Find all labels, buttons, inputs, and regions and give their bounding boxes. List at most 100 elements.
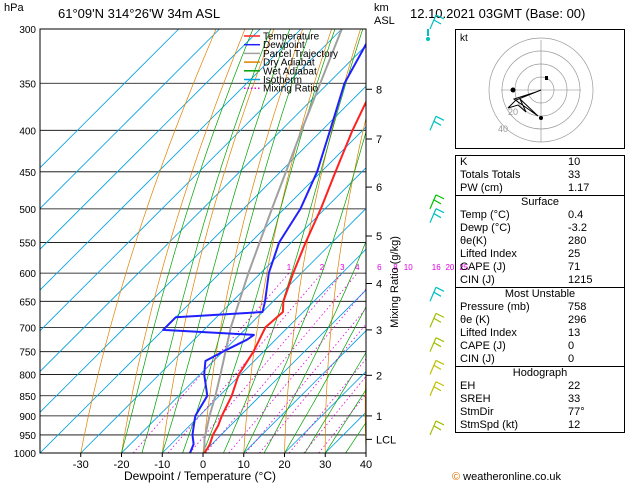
isotherm-line bbox=[80, 167, 366, 453]
isotherm-line bbox=[40, 126, 366, 453]
legend-entry: Dewpoint bbox=[263, 40, 305, 51]
height-tick-label: LCL bbox=[376, 434, 396, 446]
mixing-ratio-line bbox=[167, 272, 323, 453]
surface-row: CIN (J) 1215 bbox=[456, 274, 624, 288]
pressure-tick-label: 400 bbox=[19, 126, 36, 137]
wind-barb-flag bbox=[433, 120, 442, 126]
hodograph-value: 22 bbox=[568, 380, 581, 392]
hodograph-value: 77° bbox=[568, 406, 585, 418]
dry-adiabat-line bbox=[404, 29, 447, 453]
hodograph-marker bbox=[545, 76, 548, 80]
wet-adiabat-line bbox=[141, 29, 272, 453]
wind-barb-flag bbox=[433, 19, 442, 25]
pressure-tick-label: 700 bbox=[19, 323, 36, 334]
wind-top-dot bbox=[426, 37, 430, 41]
wet-adiabat-line bbox=[304, 351, 366, 453]
dewpoint-line bbox=[162, 42, 366, 453]
hodograph-label: StmSpd (kt) bbox=[460, 419, 519, 431]
mixing-ratio-line bbox=[245, 307, 366, 453]
mixing-ratio-label: 6 bbox=[377, 263, 382, 272]
isotherm-line bbox=[40, 29, 220, 210]
credit-text[interactable]: © weatheronline.co.uk bbox=[452, 471, 561, 483]
dry-adiabat-line bbox=[121, 29, 246, 453]
most-unstable-label: θe (K) bbox=[460, 314, 490, 326]
totals-totals-label: Totals Totals bbox=[460, 169, 521, 181]
most-unstable-label: Pressure (mb) bbox=[460, 301, 530, 313]
height-tick-label: 3 bbox=[376, 325, 382, 337]
pressure-tick-label: 450 bbox=[19, 168, 36, 179]
totals-totals-value: 33 bbox=[568, 169, 581, 181]
mixing-ratio-line bbox=[205, 272, 358, 453]
pw-value: 1.17 bbox=[568, 182, 590, 194]
datetime-label: 12.10.2021 03GMT (Base: 00) bbox=[410, 6, 586, 21]
pressure-tick-label: 350 bbox=[19, 79, 36, 90]
isotherm-line bbox=[40, 29, 261, 250]
index-row-k: K 10 bbox=[456, 156, 624, 169]
most-unstable-label: CIN (J) bbox=[460, 353, 495, 365]
temperature-tick-label: 30 bbox=[319, 459, 331, 471]
wind-barb-flag bbox=[435, 337, 445, 343]
height-tick-label: 8 bbox=[376, 84, 382, 96]
pressure-tick-label: 1000 bbox=[14, 449, 37, 460]
wind-barb bbox=[429, 360, 437, 375]
wet-adiabat-line bbox=[263, 240, 366, 453]
dry-adiabat-line bbox=[161, 29, 275, 453]
wind-barb-flag bbox=[433, 291, 442, 297]
wind-barb-flag bbox=[433, 342, 442, 348]
most-unstable-value: 0 bbox=[568, 340, 575, 352]
temperature-tick-label: 20 bbox=[278, 459, 290, 471]
wind-barb-flag bbox=[433, 213, 442, 219]
wind-barb-flag bbox=[435, 359, 445, 365]
isotherm-line bbox=[40, 29, 343, 332]
isotherm-line bbox=[40, 44, 366, 373]
temperature-line bbox=[203, 99, 366, 453]
hodograph-trace bbox=[507, 89, 542, 117]
mixing-ratio-line bbox=[228, 288, 366, 453]
pw-label: PW (cm) bbox=[460, 182, 503, 194]
most-unstable-value: 758 bbox=[568, 301, 587, 313]
mixing-ratio-label: 4 bbox=[355, 263, 360, 272]
surface-label: Lifted Index bbox=[460, 248, 517, 260]
hodograph-row: StmSpd (kt) 12 bbox=[456, 419, 624, 432]
isotherm-line bbox=[40, 29, 180, 169]
legend-entry: Temperature bbox=[263, 32, 320, 43]
wind-barb-flag bbox=[435, 286, 445, 292]
surface-value: 280 bbox=[568, 235, 587, 247]
wind-barb bbox=[429, 313, 437, 328]
wet-adiabat-line bbox=[182, 29, 312, 453]
wind-barb bbox=[429, 194, 437, 210]
indices-table: K 10 Totals Totals 33 PW (cm) 1.17 Surfa… bbox=[455, 155, 625, 433]
pressure-tick-label: 600 bbox=[19, 269, 36, 280]
pressure-unit-label: hPa bbox=[4, 2, 24, 14]
wind-barb-flag bbox=[433, 199, 442, 205]
dry-adiabat-line bbox=[80, 29, 217, 453]
height-tick-label: 4 bbox=[376, 279, 382, 291]
pressure-tick-label: 800 bbox=[19, 370, 36, 381]
wet-adiabat-line bbox=[121, 29, 254, 453]
surface-label: CAPE (J) bbox=[460, 261, 506, 273]
wind-barb-flag bbox=[435, 194, 445, 200]
temperature-tick-label: -30 bbox=[73, 459, 89, 471]
hodograph-value: 12 bbox=[568, 419, 581, 431]
dry-adiabat-line bbox=[324, 116, 366, 453]
surface-section-title: Surface bbox=[456, 195, 624, 209]
wind-barb bbox=[429, 116, 437, 131]
wind-barb-flag bbox=[435, 420, 445, 426]
mixing-ratio-line bbox=[259, 323, 366, 453]
isotherm-line bbox=[243, 330, 366, 453]
pressure-tick-label: 500 bbox=[19, 205, 36, 216]
surface-label: Temp (°C) bbox=[460, 209, 510, 221]
most-unstable-label: CAPE (J) bbox=[460, 340, 506, 352]
most-unstable-label: Lifted Index bbox=[460, 327, 517, 339]
temperature-tick-label: 0 bbox=[200, 459, 206, 471]
legend-entry: Isotherm bbox=[263, 75, 302, 86]
most-unstable-row: CIN (J) 0 bbox=[456, 353, 624, 367]
pressure-tick-label: 850 bbox=[19, 392, 36, 403]
hodograph-chart: kt 20 40 bbox=[460, 33, 594, 143]
surface-row: Lifted Index 25 bbox=[456, 248, 624, 261]
most-unstable-section-title: Most Unstable bbox=[456, 287, 624, 301]
mixing-ratio-label: 8 bbox=[393, 263, 398, 272]
pressure-tick-label: 950 bbox=[19, 431, 36, 442]
wind-barb-flag bbox=[435, 381, 445, 387]
